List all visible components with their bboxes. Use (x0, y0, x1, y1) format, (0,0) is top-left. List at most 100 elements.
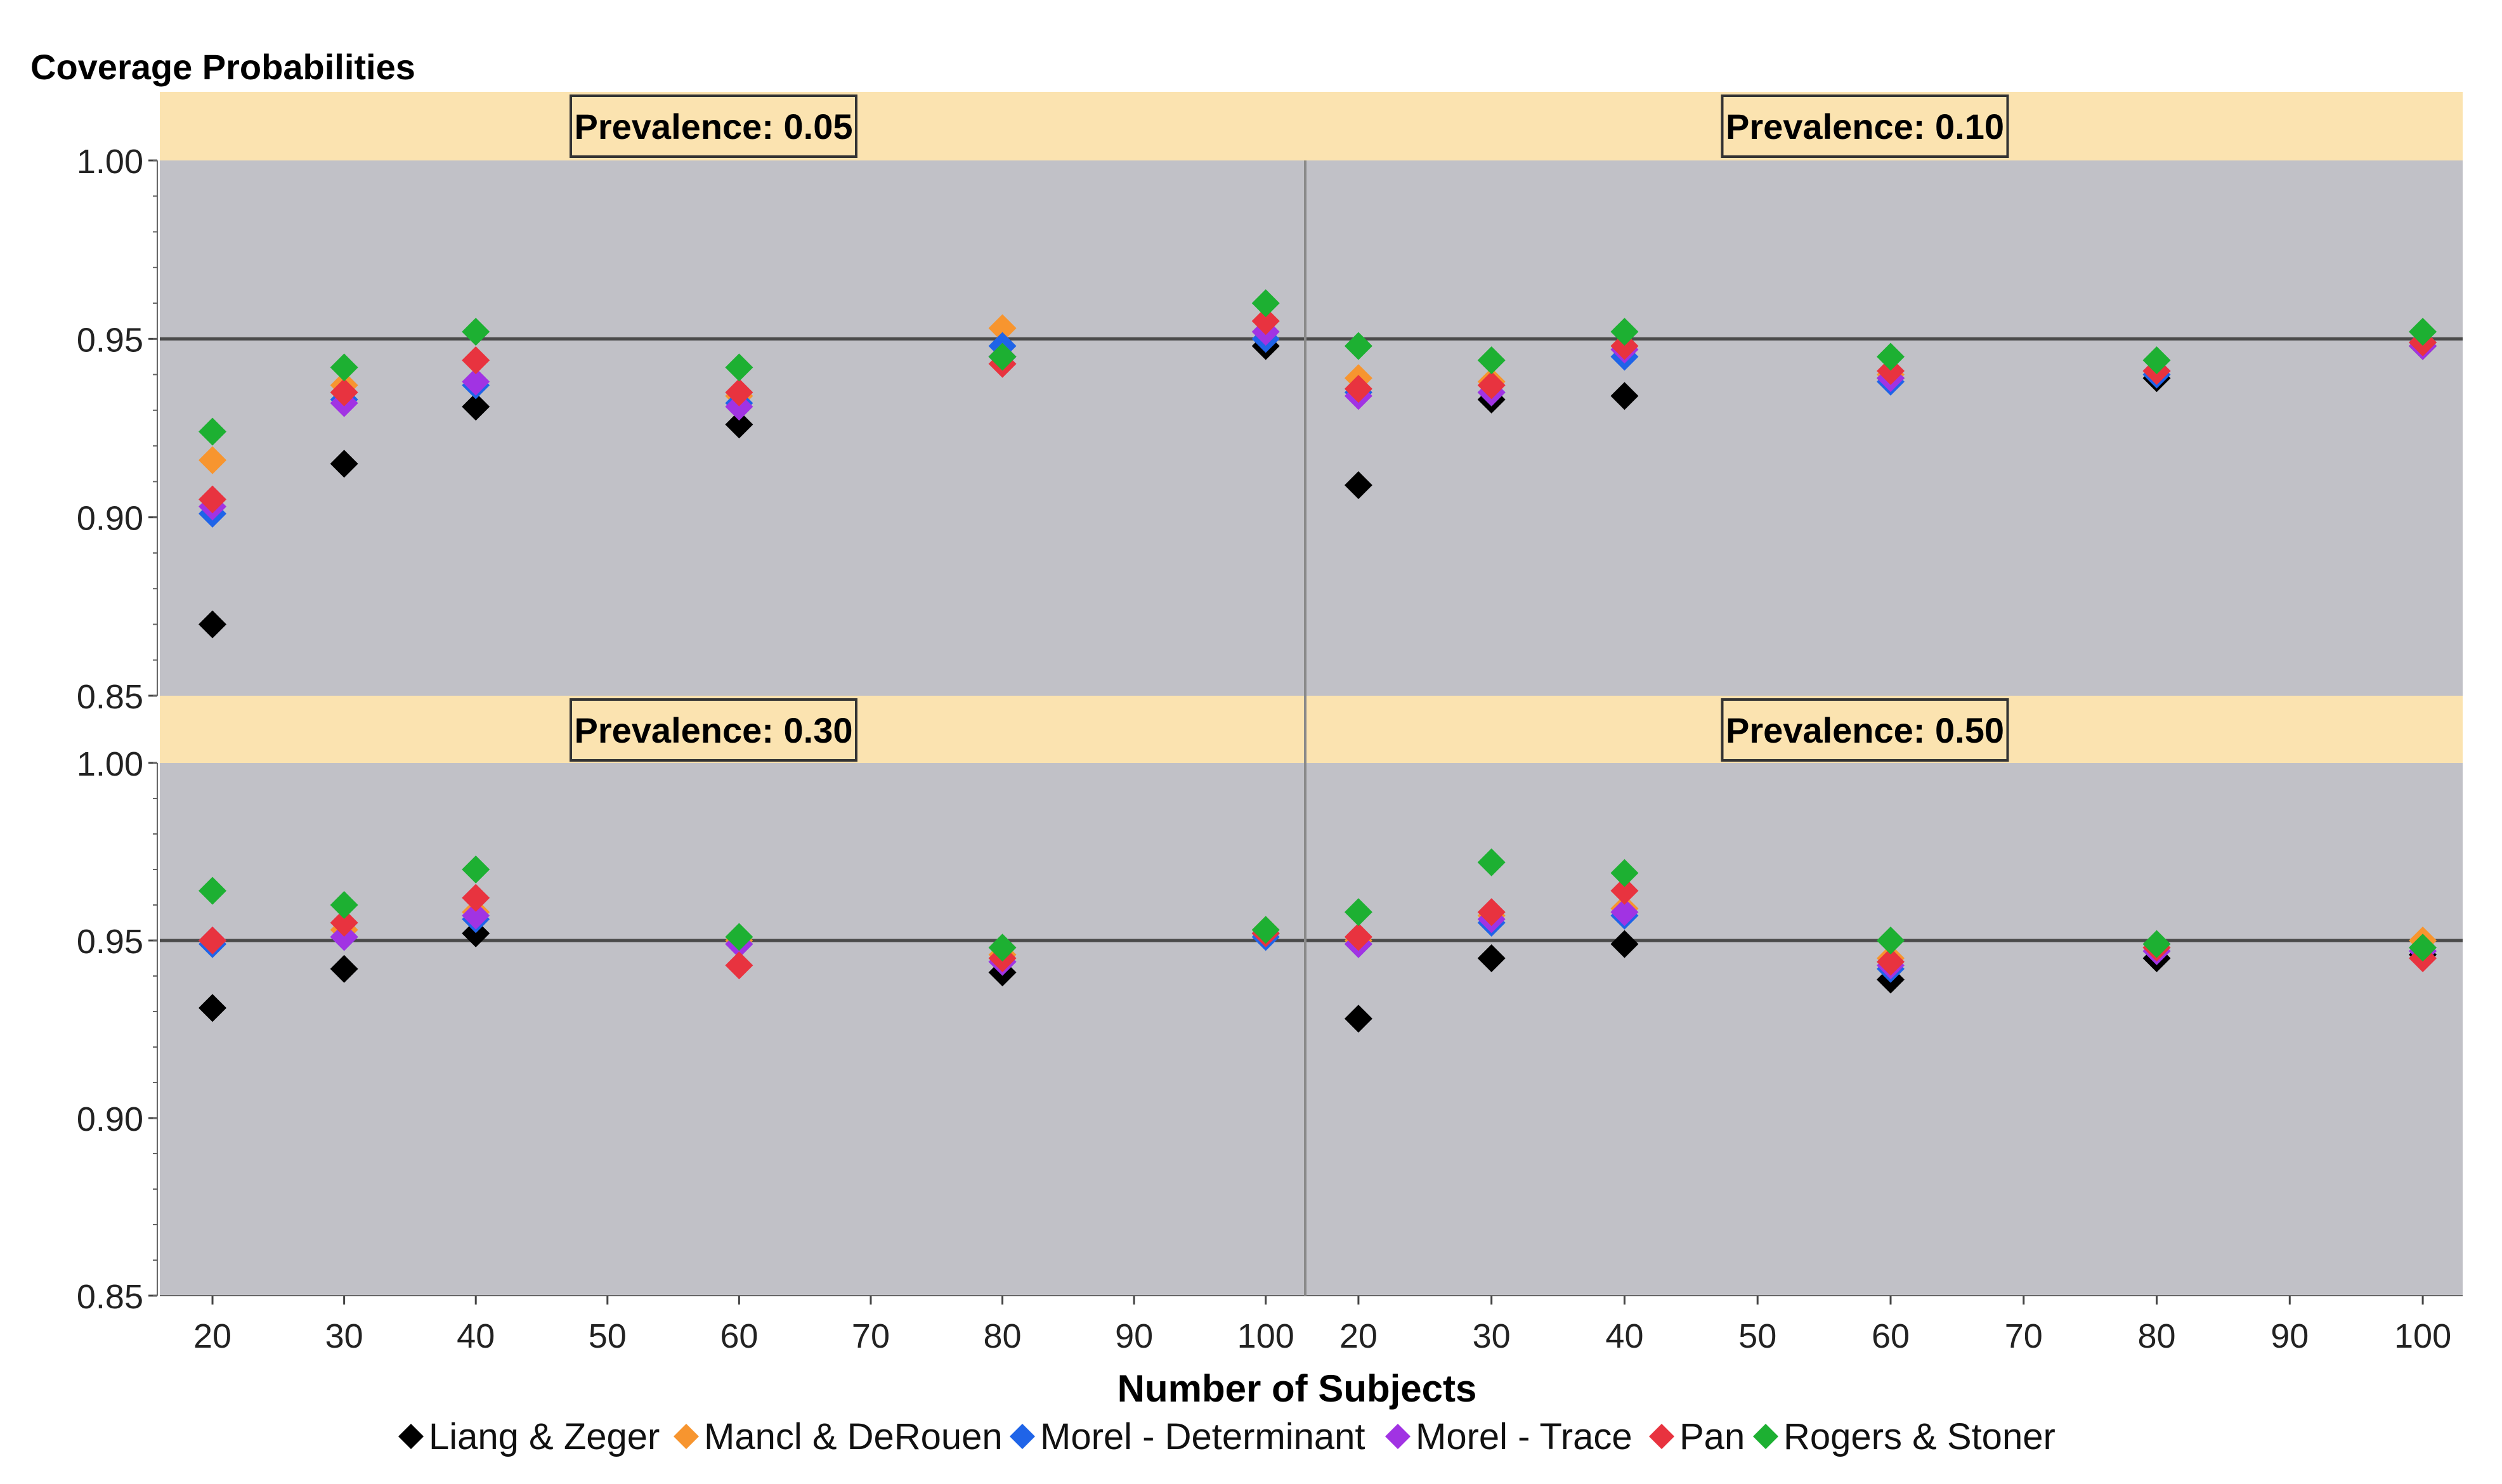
data-point (1477, 371, 1506, 400)
data-point (199, 927, 227, 954)
panel-3: Prevalence: 0.30 (160, 696, 1305, 1296)
data-point (1251, 916, 1280, 944)
data-point (1876, 356, 1905, 385)
x-tick-label: 70 (2005, 1317, 2043, 1355)
data-point (2409, 934, 2437, 962)
plot-area (1305, 763, 2463, 1296)
legend-item: Morel - Determinant (1010, 1416, 1365, 1457)
series-pan (199, 307, 1280, 514)
data-point (1610, 332, 1639, 360)
legend-marker (1753, 1424, 1778, 1449)
data-point (330, 891, 358, 919)
legend-marker (1385, 1424, 1411, 1449)
legend-label: Mancl & DeRouen (704, 1416, 1003, 1457)
data-point (1344, 1005, 1372, 1033)
data-point (725, 951, 753, 980)
data-point (725, 410, 753, 439)
data-point (988, 314, 1017, 342)
series-rogers-stoner (1344, 848, 2437, 962)
data-point (462, 856, 490, 883)
data-point (1251, 307, 1280, 335)
data-point (199, 417, 227, 446)
panel-label-box (570, 698, 857, 762)
panel-label: Prevalence: 0.50 (1726, 710, 2004, 750)
y-tick-label: 0.90 (77, 1100, 143, 1138)
panel-label-box (1721, 698, 2009, 762)
data-point (1477, 346, 1506, 375)
y-tick-label: 1.00 (77, 745, 143, 783)
panel-4: Prevalence: 0.50 (1305, 696, 2463, 1296)
data-point (1477, 944, 1506, 972)
legend-item: Liang & Zeger (398, 1416, 660, 1457)
data-point (1344, 923, 1372, 951)
data-point (330, 353, 358, 382)
panel-label-box (570, 94, 857, 158)
panel-2: Prevalence: 0.10 (1305, 92, 2463, 696)
data-point (199, 485, 227, 514)
x-tick-label: 50 (589, 1317, 627, 1355)
data-point (2409, 318, 2437, 346)
panel-label: Prevalence: 0.10 (1726, 107, 2004, 146)
x-tick-label: 50 (1738, 1317, 1776, 1355)
data-point (988, 934, 1017, 962)
data-point (1251, 289, 1280, 318)
data-point (1610, 382, 1639, 410)
y-tick-label: 1.00 (77, 143, 143, 181)
data-point (1344, 375, 1372, 403)
data-point (2142, 930, 2171, 958)
data-point (199, 610, 227, 639)
legend-marker (674, 1424, 699, 1449)
x-tick-label: 100 (1237, 1317, 1294, 1355)
data-point (462, 883, 490, 912)
x-tick-label: 70 (852, 1317, 890, 1355)
data-point (462, 346, 490, 375)
x-tick-label: 40 (1605, 1317, 1643, 1355)
data-point (988, 342, 1017, 371)
plot-area (160, 763, 1305, 1296)
data-point (1610, 318, 1639, 346)
data-point (330, 909, 358, 937)
legend-item: Pan (1649, 1416, 1745, 1457)
data-point (330, 954, 358, 983)
panel-label: Prevalence: 0.05 (575, 107, 853, 146)
data-point (199, 994, 227, 1022)
x-tick-label: 80 (2137, 1317, 2175, 1355)
x-tick-label: 30 (325, 1317, 363, 1355)
data-point (1344, 332, 1372, 360)
data-point (462, 318, 490, 346)
data-point (1610, 898, 1639, 927)
data-point (1876, 342, 1905, 371)
data-point (199, 446, 227, 474)
x-axis-title: Number of Subjects (1117, 1367, 1477, 1410)
legend-item: Morel - Trace (1385, 1416, 1632, 1457)
data-point (330, 923, 358, 951)
data-point (1876, 927, 1905, 954)
data-point (462, 901, 490, 930)
series-rogers-stoner (1344, 318, 2437, 375)
legend-item: Rogers & Stoner (1753, 1416, 2056, 1457)
y-tick-label: 0.85 (77, 678, 143, 716)
data-point (1477, 898, 1506, 927)
data-point (1344, 898, 1372, 927)
legend-label: Morel - Trace (1416, 1416, 1632, 1457)
series-rogers-stoner (199, 856, 1280, 962)
x-tick-label: 90 (1115, 1317, 1153, 1355)
data-point (199, 876, 227, 905)
x-tick-label: 60 (720, 1317, 758, 1355)
legend-label: Liang & Zeger (429, 1416, 660, 1457)
y-tick-label: 0.95 (77, 321, 143, 359)
plot-area (1305, 160, 2463, 696)
y-tick-label: 0.90 (77, 500, 143, 538)
data-point (330, 450, 358, 478)
data-point (1610, 876, 1639, 905)
panel-1: Prevalence: 0.05 (160, 92, 1305, 696)
data-point (330, 378, 358, 407)
data-point (725, 923, 753, 951)
x-tick-label: 60 (1872, 1317, 1910, 1355)
legend-label: Rogers & Stoner (1783, 1416, 2056, 1457)
x-tick-label: 30 (1473, 1317, 1511, 1355)
x-tick-label: 20 (193, 1317, 231, 1355)
data-point (2142, 346, 2171, 375)
